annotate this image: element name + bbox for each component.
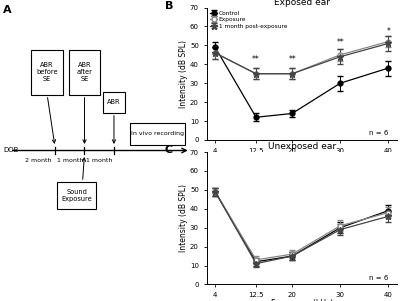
X-axis label: Frequency (kHz): Frequency (kHz) (271, 155, 333, 164)
Text: 2 month: 2 month (25, 158, 52, 163)
Bar (69, 50, 100, 95)
Text: n = 6: n = 6 (369, 275, 388, 281)
Text: 1 month: 1 month (86, 158, 112, 163)
Text: **: ** (252, 55, 260, 64)
Y-axis label: Intensity (dB SPL): Intensity (dB SPL) (180, 184, 188, 252)
Bar (57, 182, 96, 209)
Text: *: * (387, 27, 390, 36)
Text: Sound
Exposure: Sound Exposure (61, 189, 92, 202)
Bar (130, 123, 185, 145)
Text: ABR: ABR (107, 99, 121, 105)
Bar (31, 50, 63, 95)
Title: Unexposed ear: Unexposed ear (268, 142, 336, 151)
Text: In vivo recording: In vivo recording (131, 132, 184, 136)
Text: **: ** (288, 55, 296, 64)
Text: ABR
before
SE: ABR before SE (36, 62, 58, 82)
Text: DOB: DOB (3, 147, 18, 154)
Text: **: ** (336, 38, 344, 47)
Text: C: C (164, 145, 173, 155)
Text: n = 6: n = 6 (369, 130, 388, 136)
X-axis label: Frequency (kHz): Frequency (kHz) (271, 299, 333, 301)
Y-axis label: Intensity (dB SPL): Intensity (dB SPL) (180, 40, 188, 108)
Text: B: B (164, 1, 173, 11)
Text: ABR
after
SE: ABR after SE (77, 62, 92, 82)
Text: A: A (3, 5, 12, 14)
Legend: Control, Exposure, 1 month post-exposure: Control, Exposure, 1 month post-exposure (209, 11, 288, 29)
Title: Exposed ear: Exposed ear (274, 0, 330, 7)
Bar (103, 92, 125, 113)
Text: 1 month: 1 month (57, 158, 83, 163)
